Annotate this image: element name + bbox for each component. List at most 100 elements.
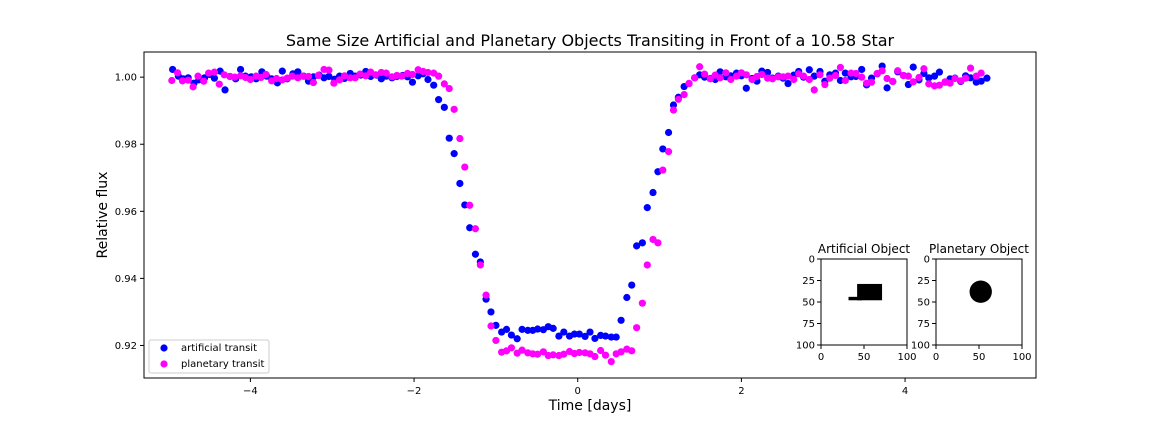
- planetary-point: [836, 63, 845, 72]
- object-shape: [857, 283, 883, 301]
- planetary-point: [382, 69, 390, 77]
- planetary-point: [184, 76, 192, 84]
- planetary-point: [461, 163, 469, 171]
- x-tick-label: 0: [575, 386, 581, 397]
- planetary-point: [299, 72, 307, 80]
- planetary-point: [518, 346, 526, 354]
- artificial-point: [430, 81, 438, 89]
- planetary-point: [977, 69, 985, 77]
- legend-marker-artificial: [160, 344, 168, 352]
- artificial-point: [659, 145, 667, 153]
- artificial-point: [977, 77, 985, 85]
- planetary-point: [925, 80, 933, 88]
- chart-title: Same Size Artificial and Planetary Objec…: [286, 31, 895, 50]
- planetary-point: [356, 70, 364, 78]
- planetary-point: [867, 78, 876, 86]
- planetary-point: [362, 72, 370, 80]
- planetary-point: [727, 75, 735, 84]
- planetary-point: [456, 134, 464, 143]
- planetary-point: [628, 347, 636, 355]
- planetary-point: [424, 68, 432, 77]
- planetary-point: [826, 74, 834, 82]
- planetary-point: [946, 79, 954, 87]
- inset-y-tick-label: 25: [917, 276, 930, 287]
- planetary-point: [476, 261, 484, 269]
- planetary-point: [178, 77, 187, 85]
- artificial-point: [502, 325, 511, 333]
- artificial-point: [471, 250, 480, 258]
- artificial-point: [518, 325, 526, 333]
- artificial-point: [601, 332, 610, 340]
- plot-frame: [143, 51, 1037, 379]
- planetary-point: [633, 324, 641, 332]
- planetary-point: [966, 64, 975, 72]
- y-tick-label: 0.96: [115, 207, 137, 218]
- planetary-point: [549, 351, 557, 359]
- planetary-point: [351, 74, 359, 82]
- artificial-point: [408, 78, 417, 86]
- inset-planetary-title: Planetary Object: [929, 242, 1029, 256]
- artificial-point: [560, 328, 568, 336]
- planetary-point: [168, 76, 176, 85]
- inset-x-tick-label: 100: [1012, 352, 1031, 363]
- artificial-point: [841, 69, 849, 77]
- inset-artificial-x-ticks: 0 50 100: [818, 345, 917, 363]
- planetary-point: [638, 299, 646, 307]
- artificial-point: [633, 242, 641, 250]
- planetary-point: [883, 74, 891, 83]
- planetary-point: [601, 351, 610, 359]
- planetary-point: [680, 90, 688, 99]
- planetary-point: [194, 72, 202, 80]
- planetary-point: [722, 69, 730, 77]
- planetary-point: [335, 76, 344, 84]
- artificial-point: [742, 84, 750, 92]
- artificial-point: [278, 67, 286, 75]
- planetary-point: [288, 72, 296, 80]
- artificial-point: [424, 75, 432, 84]
- data-points: [168, 62, 991, 366]
- inset-artificial-title: Artificial Object: [818, 242, 911, 256]
- y-axis-ticks: 0.92 0.94 0.96 0.98 1.00: [115, 73, 144, 352]
- planetary-point: [507, 344, 516, 352]
- planetary-point: [220, 71, 228, 79]
- y-tick-label: 0.92: [115, 341, 137, 352]
- inset-y-tick-label: 50: [917, 298, 930, 309]
- artificial-point: [763, 68, 772, 77]
- planetary-point: [330, 79, 338, 87]
- inset-planetary-x-ticks: 0 50 100: [933, 345, 1032, 363]
- planetary-point: [935, 81, 944, 89]
- inset-y-tick-label: 75: [917, 319, 930, 330]
- planetary-point: [691, 74, 699, 82]
- artificial-point: [669, 101, 678, 109]
- x-tick-label: 4: [902, 386, 908, 397]
- planetary-point: [920, 65, 928, 73]
- planetary-point: [325, 66, 333, 74]
- inset-artificial-y-ticks: 0 25 50 75 100: [796, 255, 821, 352]
- planetary-point: [272, 74, 281, 83]
- artificial-point: [935, 68, 944, 76]
- planetary-point: [654, 239, 662, 247]
- x-axis-ticks: −4 −2 0 2 4: [243, 378, 908, 397]
- planetary-point: [435, 72, 443, 80]
- planetary-point: [560, 350, 568, 358]
- planetary-point: [768, 75, 777, 83]
- artificial-point: [612, 333, 620, 341]
- planetary-point: [696, 63, 704, 71]
- artificial-point: [555, 332, 563, 340]
- artificial-point: [784, 79, 792, 88]
- inset-y-tick-label: 0: [924, 255, 930, 266]
- planetary-point: [685, 79, 693, 88]
- legend-label-planetary: planetary transit: [181, 359, 264, 370]
- planetary-point: [790, 75, 798, 84]
- planetary-point: [894, 67, 902, 75]
- artificial-point: [440, 103, 448, 111]
- legend: artificial transit planetary transit: [148, 339, 270, 374]
- x-axis-label: Time [days]: [548, 398, 632, 414]
- planetary-point: [643, 261, 651, 269]
- planetary-point: [784, 72, 792, 80]
- planetary-point: [831, 71, 840, 80]
- planetary-point: [340, 72, 349, 80]
- artificial-point: [575, 330, 583, 338]
- legend-box: [148, 339, 270, 374]
- inset-planetary-object: Planetary Object 0 50 100 0 25 50 75 100: [911, 242, 1032, 363]
